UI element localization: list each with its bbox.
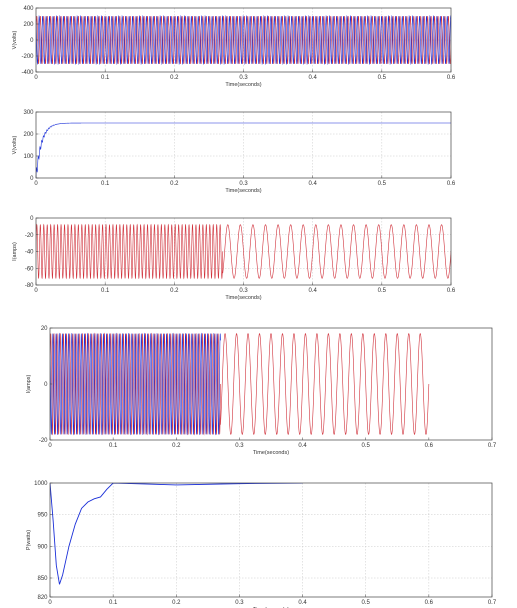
y-axis-label: P(watts) <box>26 530 32 550</box>
y-axis-label: I(amps) <box>26 375 32 394</box>
series-line-2 <box>50 332 221 436</box>
x-tick-label: 0.4 <box>298 443 307 449</box>
x-tick-label: 0 <box>34 288 38 294</box>
chart-panel-5: 00.10.20.30.40.50.60.78208509009501000Ti… <box>26 481 497 608</box>
x-tick-label: 0.6 <box>447 181 456 187</box>
chart-panel-4: 0 0.1 0.2 0.3 0.4 0.5 0.6 0.7-20020Time(seconds… <box>26 326 497 456</box>
x-tick-label: 0.3 <box>235 600 244 606</box>
y-tick-label: 0 <box>44 382 48 388</box>
chart-panel-1: 0 0.1 0.2 0.3 0.4 0.5 0.6 -400 -200 0 200 400 Time(s… <box>12 6 456 88</box>
x-tick-label: 0.6 <box>425 443 434 449</box>
x-tick-label: 0.7 <box>488 443 497 449</box>
x-tick-label: 0.4 <box>308 181 317 187</box>
y-tick-label: 1000 <box>34 481 48 487</box>
y-tick-label: -40 <box>25 250 34 256</box>
x-tick-label: 0.4 <box>308 288 317 294</box>
x-tick-label: 0.2 <box>172 600 181 606</box>
x-tick-label: 0.2 <box>170 75 179 81</box>
chart-panel-2: 0 0.1 0.2 0.3 0.4 0.5 0.6 0 100 200 300 Time(second… <box>12 110 456 194</box>
x-tick-label: 0 <box>34 75 38 81</box>
x-tick-label: 0.3 <box>239 75 248 81</box>
x-tick-label: 0.4 <box>298 600 307 606</box>
x-tick-label: 0.1 <box>101 288 110 294</box>
series-line-1 <box>50 483 303 585</box>
y-tick-label: 820 <box>37 595 48 601</box>
series-line-1 <box>36 15 451 65</box>
x-tick-label: 0.5 <box>378 181 387 187</box>
series-line-2 <box>222 224 451 279</box>
chart-panel-3: 0 0.1 0.2 0.3 0.4 0.5 0.6 -80 -60 -40 -20 0 Time(sec… <box>12 216 456 301</box>
y-tick-label: -20 <box>25 233 34 239</box>
series-line-2 <box>36 14 451 66</box>
x-tick-label: 0.6 <box>447 75 456 81</box>
y-tick-label: -20 <box>39 438 48 444</box>
series-line-1 <box>36 223 224 280</box>
x-tick-label: 0 <box>48 443 52 449</box>
y-tick-label: 850 <box>37 576 48 582</box>
y-tick-label: 100 <box>23 154 34 160</box>
x-axis-label: Time(seconds) <box>225 82 261 88</box>
x-tick-label: 0.2 <box>170 181 179 187</box>
x-tick-label: 0.1 <box>101 75 110 81</box>
y-axis-label: I(amps) <box>12 242 18 261</box>
x-tick-label: 0.1 <box>109 443 118 449</box>
x-axis-label: Time(seconds) <box>225 188 261 194</box>
y-tick-label: 0 <box>30 176 34 182</box>
y-tick-label: 950 <box>37 513 48 519</box>
x-tick-label: 0.3 <box>239 181 248 187</box>
x-tick-label: 0 <box>48 600 52 606</box>
y-tick-label: -80 <box>25 283 34 289</box>
y-tick-label: 0 <box>30 216 34 222</box>
y-axis-label: V(volts) <box>12 136 18 155</box>
axes-frame <box>49 482 493 598</box>
y-tick-label: 0 <box>30 38 34 44</box>
x-axis-label: Time(seconds) <box>225 295 261 301</box>
plot-area <box>36 14 451 66</box>
x-tick-label: 0.5 <box>378 75 387 81</box>
y-tick-label: 900 <box>37 544 48 550</box>
plot-area <box>50 332 430 436</box>
plot-area <box>50 483 303 585</box>
series-line-1 <box>36 122 451 178</box>
y-axis-label: V(volts) <box>12 31 18 50</box>
y-tick-label: 400 <box>23 6 34 12</box>
x-tick-label: 0.5 <box>378 288 387 294</box>
y-tick-label: 200 <box>23 22 34 28</box>
y-tick-label: 300 <box>23 110 34 116</box>
x-tick-label: 0.3 <box>235 443 244 449</box>
x-tick-label: 0.6 <box>447 288 456 294</box>
y-tick-label: 20 <box>41 326 48 332</box>
y-tick-label: -200 <box>21 54 34 60</box>
x-tick-label: 0.7 <box>488 600 497 606</box>
x-axis-label: Time(seconds) <box>253 450 289 456</box>
plot-area <box>36 122 451 178</box>
x-tick-label: 0.2 <box>170 288 179 294</box>
series-line-3 <box>220 333 430 435</box>
series-line-1 <box>50 332 221 436</box>
x-tick-label: 0.1 <box>101 181 110 187</box>
x-tick-label: 0.5 <box>362 443 371 449</box>
y-tick-label: -400 <box>21 70 34 76</box>
plot-area <box>36 223 451 280</box>
x-tick-label: 0.1 <box>109 600 118 606</box>
x-tick-label: 0.4 <box>308 75 317 81</box>
x-tick-label: 0.3 <box>239 288 248 294</box>
x-tick-label: 0.6 <box>425 600 434 606</box>
y-tick-label: -60 <box>25 266 34 272</box>
plot-background <box>50 483 492 597</box>
x-tick-label: 0.2 <box>172 443 181 449</box>
x-tick-label: 0.5 <box>362 600 371 606</box>
x-tick-label: 0 <box>34 181 38 187</box>
y-tick-label: 200 <box>23 132 34 138</box>
